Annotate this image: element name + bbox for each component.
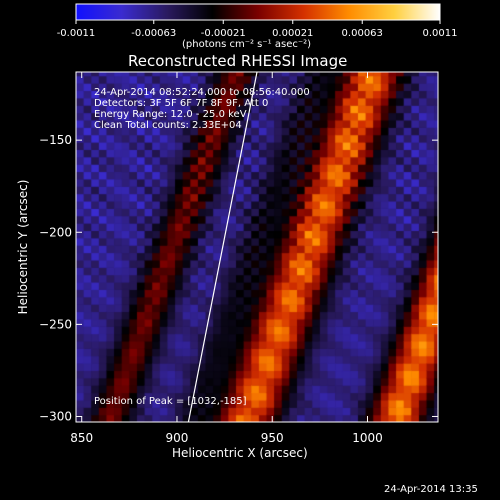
info-line-energy: Energy Range: 12.0 - 25.0 keV <box>94 109 247 120</box>
peak-position-label: Position of Peak = [1032,-185] <box>94 396 247 407</box>
x-tick-label: 1000 <box>352 431 383 445</box>
y-tick-label: −250 <box>39 317 72 331</box>
x-tick-label: 850 <box>70 431 93 445</box>
colorbar-ticks: -0.0011 -0.00063 -0.00021 0.00021 0.00063 0.0… <box>57 20 458 39</box>
y-axis-label: Heliocentric Y (arcsec) <box>16 179 30 315</box>
footer-timestamp: 24-Apr-2014 13:35 <box>384 484 478 495</box>
info-line-time: 24-Apr-2014 08:52:24.000 to 08:56:40.000 <box>94 87 310 98</box>
colorbar-tick-label: 0.00021 <box>272 28 313 39</box>
colorbar: -0.0011 -0.00063 -0.00021 0.00021 0.00063 0.0… <box>57 3 458 39</box>
colorbar-tick-label: -0.00063 <box>131 28 176 39</box>
y-tick-label: −150 <box>39 133 72 147</box>
y-tick-label: −300 <box>39 409 72 423</box>
x-tick-label: 950 <box>261 431 284 445</box>
y-tick-label: −200 <box>39 225 72 239</box>
x-axis-label: Heliocentric X (arcsec) <box>172 446 308 460</box>
heatmap-image <box>76 72 438 422</box>
x-axis-ticks: 850 900 950 1000 <box>70 72 383 445</box>
colorbar-unit-label: (photons cm⁻² s⁻¹ asec⁻²) <box>182 39 312 50</box>
colorbar-tick-label: 0.0011 <box>423 28 458 39</box>
y-axis-ticks: −150 −200 −250 −300 <box>39 133 438 423</box>
x-tick-label: 900 <box>166 431 189 445</box>
solar-limb-line <box>187 71 258 423</box>
info-line-detectors: Detectors: 3F 5F 6F 7F 8F 9F, Att 0 <box>94 98 269 109</box>
info-line-clean: Clean Total counts: 2.33E+04 <box>94 120 242 131</box>
plot-title: Reconstructed RHESSI Image <box>128 52 348 70</box>
colorbar-tick-label: 0.00063 <box>342 28 383 39</box>
colorbar-gradient <box>75 3 441 21</box>
colorbar-tick-label: -0.00021 <box>201 28 246 39</box>
colorbar-tick-label: -0.0011 <box>57 28 96 39</box>
